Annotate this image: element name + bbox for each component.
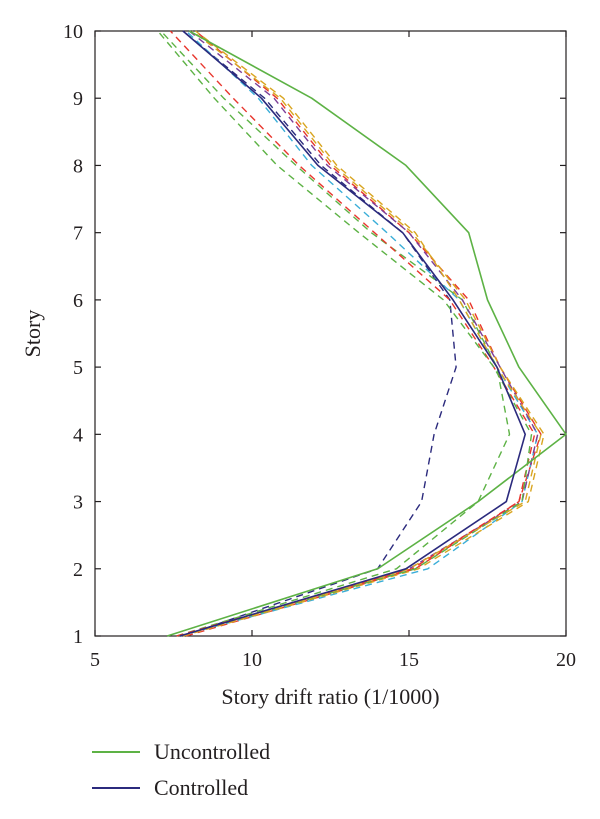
y-tick-label: 9 [73, 88, 83, 110]
legend: Uncontrolled Controlled [92, 734, 270, 806]
series-line-dashed-8 [169, 30, 536, 637]
y-axis-title: Story [20, 310, 45, 358]
series-line-dashed-2 [182, 30, 457, 637]
y-tick-label: 4 [73, 424, 83, 446]
series-line-dashed-4 [185, 30, 542, 637]
tick-labels: 5 10 15 20 1 2 3 4 5 6 7 8 9 10 [63, 21, 576, 671]
y-tick-label: 1 [73, 626, 83, 648]
legend-swatch-uncontrolled [92, 751, 140, 753]
series-lines [157, 30, 567, 637]
series-line-dashed-9 [157, 30, 533, 637]
x-axis-title: Story drift ratio (1/1000) [221, 684, 439, 709]
series-line-dashed-6 [182, 30, 545, 637]
plot-frame [94, 30, 567, 637]
series-line-dashed-10 [182, 30, 542, 637]
legend-item-controlled: Controlled [92, 770, 270, 806]
legend-label-controlled: Controlled [154, 775, 249, 800]
y-tick-label: 7 [73, 223, 83, 245]
series-line-uncontrolled [166, 30, 567, 637]
series-line-dashed-5 [179, 30, 539, 637]
y-tick-label: 8 [73, 155, 83, 177]
x-tick-label: 5 [90, 649, 100, 671]
y-tick-label: 2 [73, 559, 83, 581]
y-tick-label: 10 [63, 21, 83, 43]
legend-swatch-controlled [92, 787, 140, 789]
x-tick-label: 15 [399, 649, 419, 671]
y-tick-label: 3 [73, 492, 83, 514]
tick-marks [94, 30, 567, 637]
series-line-controlled [179, 30, 527, 637]
legend-item-uncontrolled: Uncontrolled [92, 734, 270, 770]
x-tick-label: 20 [556, 649, 576, 671]
chart-canvas: 5 10 15 20 1 2 3 4 5 6 7 8 9 10 Story drift ratio (1/… [20, 21, 576, 709]
x-tick-label: 10 [242, 649, 262, 671]
legend-label-uncontrolled: Uncontrolled [154, 739, 271, 764]
series-line-dashed-7 [179, 30, 539, 637]
y-tick-label: 6 [73, 290, 83, 312]
series-line-dashed-3 [160, 30, 511, 637]
y-tick-label: 5 [73, 357, 83, 379]
